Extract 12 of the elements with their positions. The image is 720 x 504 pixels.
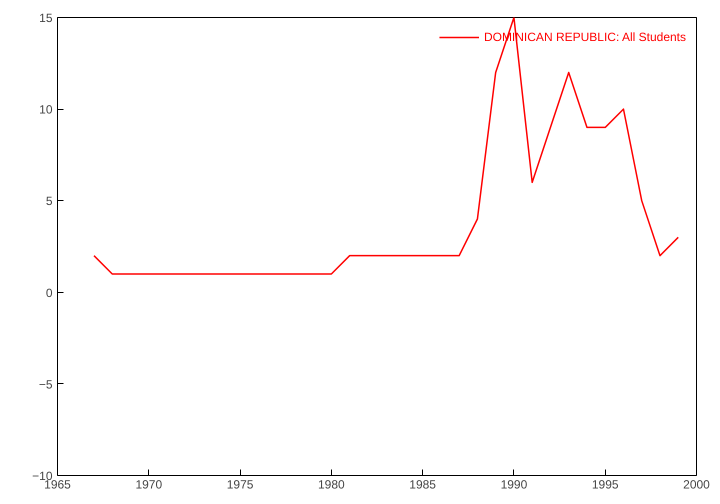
x-tick-label: 2000 <box>683 478 710 492</box>
x-tick-label: 1985 <box>409 478 436 492</box>
x-tick-label: 1980 <box>318 478 346 492</box>
x-tick-label: 1975 <box>226 478 254 492</box>
x-tick-label: 1995 <box>592 478 619 492</box>
y-tick-label: 15 <box>39 11 53 25</box>
y-tick-label: 0 <box>46 286 53 300</box>
x-tick-label: 1990 <box>500 478 528 492</box>
x-tick-label: 1970 <box>135 478 162 492</box>
y-tick-label: 10 <box>39 102 53 117</box>
y-tick-label: −5 <box>38 377 53 392</box>
y-tick-label: 5 <box>46 194 53 208</box>
